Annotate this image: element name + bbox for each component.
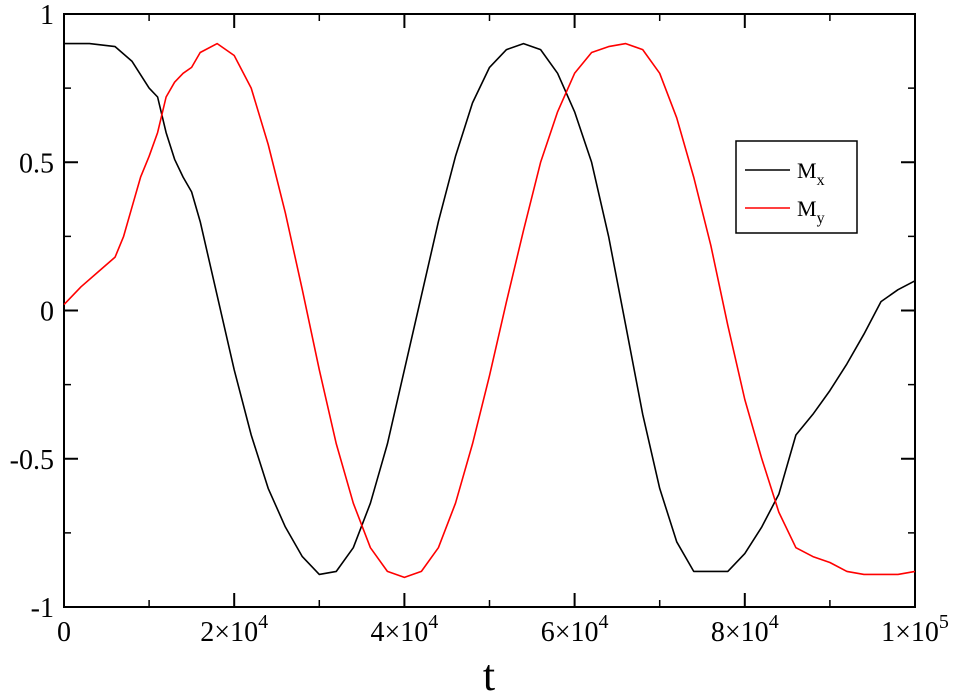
legend-subscript: y — [817, 210, 825, 227]
tick-labels: 0 2×104 4×104 6×104 8×104 1×105 -1 -0.5 0 0.5 1 — [10, 0, 949, 648]
y-tick-label: 0 — [40, 297, 54, 328]
y-tick-label: -1 — [31, 593, 54, 624]
x-tick-label: 6×104 — [541, 611, 609, 648]
series-lines — [63, 42, 916, 579]
x-tick-exponent: 5 — [939, 611, 949, 633]
x-tick-label: 8×104 — [711, 611, 779, 648]
plot-frame — [63, 13, 916, 608]
x-tick-exponent: 4 — [428, 611, 438, 633]
x-tick-exponent: 4 — [258, 611, 268, 633]
x-tick-label: 2×104 — [200, 611, 268, 648]
legend-subscript: x — [817, 172, 825, 189]
y-tick-label: -0.5 — [10, 445, 54, 476]
ticks — [63, 13, 916, 608]
series-line-my — [63, 42, 916, 579]
x-tick-exponent: 4 — [598, 611, 608, 633]
x-tick-label: 0 — [57, 617, 71, 648]
x-tick-label: 4×104 — [371, 611, 439, 648]
y-tick-label: 0.5 — [19, 148, 54, 179]
legend-box — [735, 140, 858, 234]
x-tick-label: 1×105 — [881, 611, 949, 648]
series-line-mx — [64, 42, 916, 576]
x-tick-exponent: 4 — [769, 611, 779, 633]
y-tick-label: 1 — [40, 0, 54, 31]
x-axis-title: t — [483, 651, 495, 697]
